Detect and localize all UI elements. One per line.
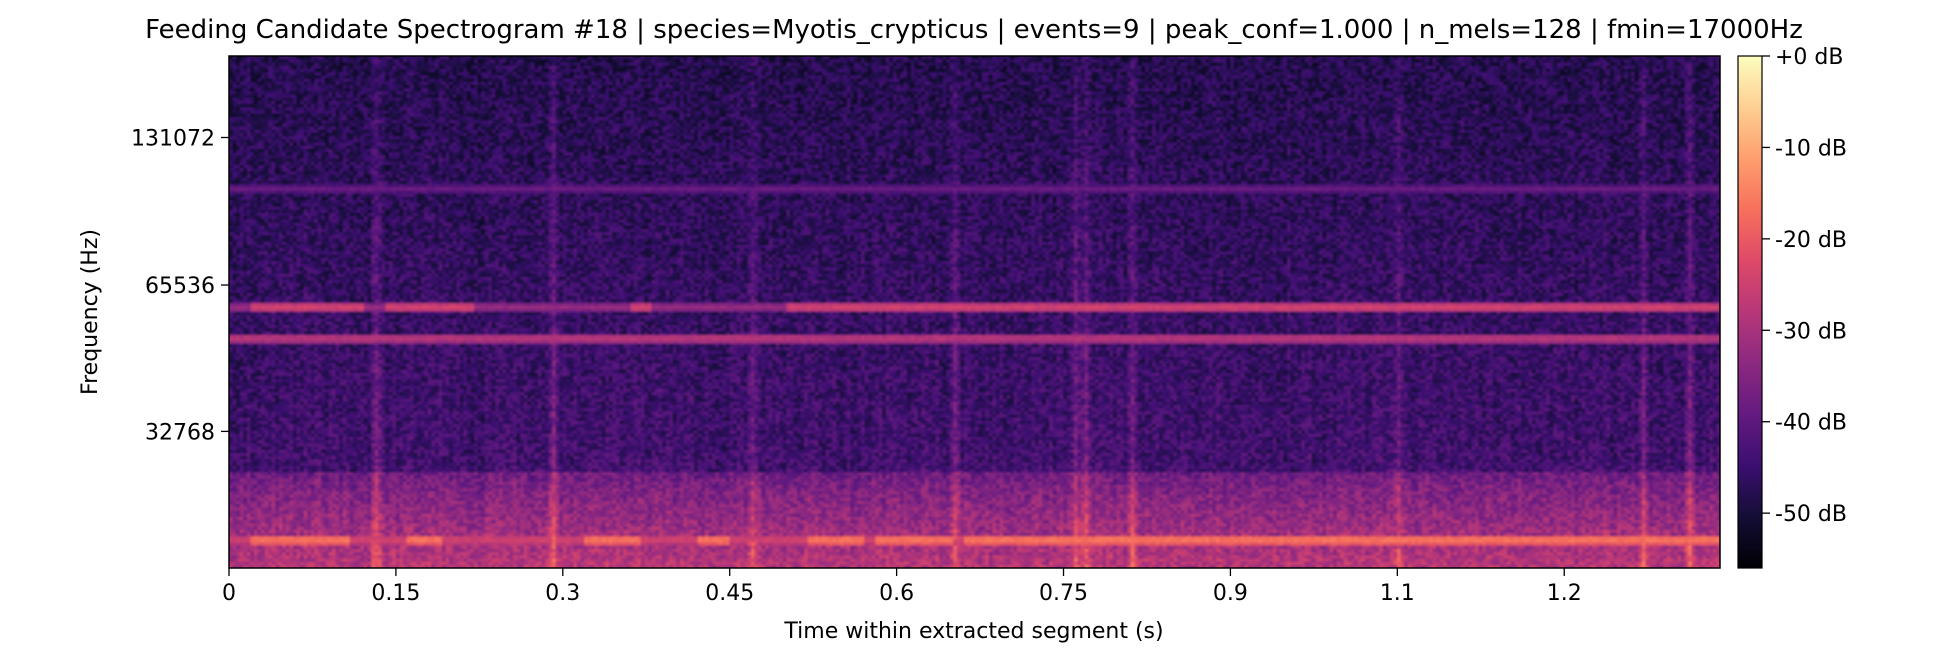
plot-frame bbox=[228, 55, 1721, 569]
colorbar-gradient bbox=[1738, 56, 1762, 568]
y-axis-ticks: 32768 65536 131072 bbox=[131, 127, 229, 445]
colorbar-tick-label: +0 dB bbox=[1775, 45, 1843, 70]
y-tick-label: 65536 bbox=[145, 274, 215, 299]
x-tick-label: 0.9 bbox=[1213, 581, 1248, 606]
spectrogram-image bbox=[229, 56, 1720, 568]
colorbar: +0 dB -10 dB -20 dB -30 dB -40 dB -50 dB bbox=[1737, 45, 1847, 569]
colorbar-tick-label: -20 dB bbox=[1775, 228, 1847, 253]
colorbar-tick-label: -30 dB bbox=[1775, 319, 1847, 344]
x-axis-ticks: 0 0.15 0.3 0.45 0.6 0.75 0.9 1.1 1.2 bbox=[222, 568, 1582, 606]
y-tick-label: 131072 bbox=[131, 127, 215, 152]
x-tick-label: 0.45 bbox=[705, 581, 754, 606]
colorbar-tick-label: -10 dB bbox=[1775, 136, 1847, 161]
x-tick-label: 0 bbox=[222, 581, 236, 606]
x-tick-label: 0.15 bbox=[371, 581, 420, 606]
colorbar-tick-label: -50 dB bbox=[1775, 502, 1847, 527]
colorbar-frame bbox=[1737, 55, 1763, 569]
x-tick-label: 1.1 bbox=[1380, 581, 1415, 606]
x-axis-label: Time within extracted segment (s) bbox=[783, 619, 1163, 644]
y-axis-label: Frequency (Hz) bbox=[78, 229, 103, 395]
spectrogram-heatmap bbox=[229, 56, 1720, 568]
y-tick-label: 32768 bbox=[145, 420, 215, 445]
x-tick-label: 0.6 bbox=[879, 581, 914, 606]
x-tick-label: 0.3 bbox=[545, 581, 580, 606]
spectrogram-plot: 0 0.15 0.3 0.45 0.6 0.75 0.9 1.1 1.2 32768 65536 1… bbox=[78, 55, 1721, 644]
x-tick-label: 0.75 bbox=[1039, 581, 1088, 606]
x-tick-label: 1.2 bbox=[1547, 581, 1582, 606]
colorbar-tick-label: -40 dB bbox=[1775, 411, 1847, 436]
chart-title: Feeding Candidate Spectrogram #18 | spec… bbox=[145, 15, 1803, 45]
colorbar-ticks: +0 dB -10 dB -20 dB -30 dB -40 dB -50 dB bbox=[1762, 45, 1847, 527]
